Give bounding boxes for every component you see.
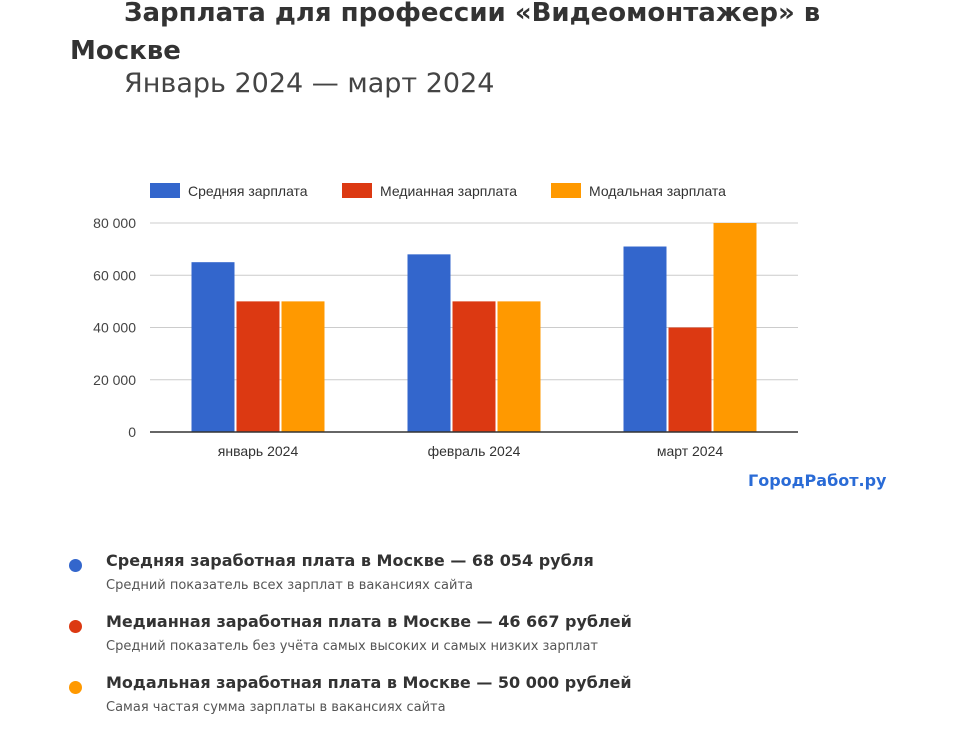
bar [452, 301, 496, 432]
y-tick-label: 60 000 [93, 267, 136, 283]
note-description: Самая частая сумма зарплаты в вакансиях … [106, 700, 446, 715]
legend-label: Медианная зарплата [380, 183, 517, 199]
y-tick-label: 80 000 [93, 215, 136, 231]
legend-swatch [551, 183, 581, 198]
note-headline: Медианная заработная плата в Москве — 46… [106, 612, 632, 631]
note-description: Средний показатель без учёта самых высок… [106, 639, 598, 654]
note-headline: Модальная заработная плата в Москве — 50… [106, 673, 632, 692]
bar [407, 254, 451, 432]
page-title: Зарплата для профессии «Видеомонтажер» в… [70, 0, 821, 66]
bar [191, 262, 235, 432]
bar [623, 246, 667, 432]
x-tick-label: январь 2024 [218, 443, 299, 459]
bar [668, 327, 712, 432]
x-tick-label: март 2024 [657, 443, 724, 459]
bar [713, 223, 757, 432]
legend-label: Модальная зарплата [589, 183, 726, 199]
bar [281, 301, 325, 432]
salary-notes: Средняя заработная плата в Москве — 68 0… [66, 551, 926, 734]
blue-dot-icon [69, 559, 82, 572]
legend-swatch [342, 183, 372, 198]
bar [497, 301, 541, 432]
brand-logo: ГородРабот.ру [748, 471, 887, 490]
red-dot-icon [69, 620, 82, 633]
y-tick-label: 40 000 [93, 320, 136, 336]
legend-label: Средняя зарплата [188, 183, 308, 199]
note-mode: Модальная заработная плата в Москве — 50… [66, 673, 926, 734]
orange-dot-icon [69, 681, 82, 694]
legend-swatch [150, 183, 180, 198]
y-tick-label: 0 [128, 424, 136, 440]
note-description: Средний показатель всех зарплат в ваканс… [106, 578, 473, 593]
bar [236, 301, 280, 432]
note-average: Средняя заработная плата в Москве — 68 0… [66, 551, 926, 612]
note-median: Медианная заработная плата в Москве — 46… [66, 612, 926, 673]
page-subtitle: Январь 2024 — март 2024 [124, 68, 495, 99]
y-tick-label: 20 000 [93, 372, 136, 388]
note-headline: Средняя заработная плата в Москве — 68 0… [106, 551, 594, 570]
x-tick-label: февраль 2024 [428, 443, 521, 459]
